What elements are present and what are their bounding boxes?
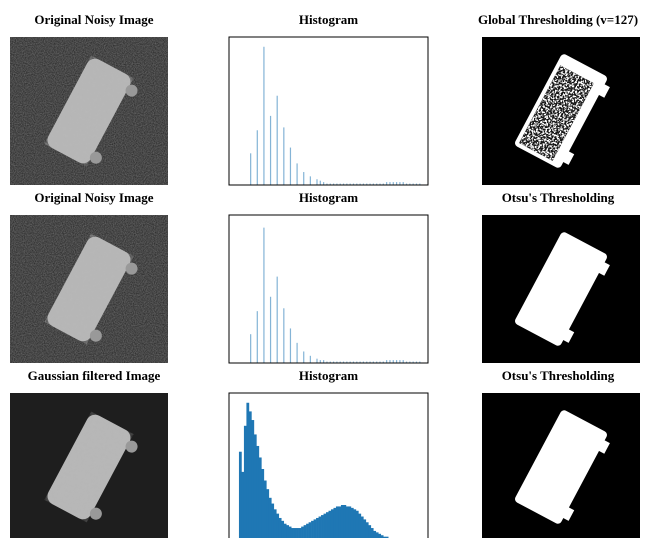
panel-row: Gaussian filtered Image Otsu's Thresholdi… [10,368,640,538]
histogram-bar [254,434,257,538]
histogram-bar [251,420,254,538]
histogram-bar [371,528,374,538]
histogram-bar [310,356,311,363]
histogram-bar [250,334,251,363]
histogram-bar [320,181,321,185]
image-title: Original Noisy Image [34,12,153,27]
histogram-bar [338,506,341,538]
result-title: Otsu's Thresholding [502,190,615,205]
histogram-bar [331,509,334,538]
histogram-bar [373,531,376,538]
histogram-bar [290,328,291,363]
histogram-bar [250,153,251,185]
histogram-bar [343,505,346,538]
histogram-bar [319,517,322,538]
histogram-bar [353,509,356,538]
histogram-bar [303,351,304,363]
histogram-bar [259,457,262,538]
histogram-bar [296,163,297,185]
histogram-frame [229,215,428,363]
histogram-bar [239,452,242,538]
histogram-bar [283,308,284,363]
histogram-bar [361,517,364,538]
histogram-bar [266,489,269,538]
histogram-bar [358,514,361,538]
histogram-bar [316,359,317,363]
histogram-bar [304,525,307,538]
histogram-bar [321,515,324,538]
histogram-bar [378,534,381,538]
panel-row: Original Noisy Image Global Thresholding … [10,12,640,185]
histogram-bar [329,511,332,538]
histogram-bar [333,508,336,538]
image-title: Original Noisy Image [34,190,153,205]
histogram-bar [290,148,291,185]
histogram-bar [306,524,309,538]
histogram-bar [309,522,312,538]
histogram-bar [277,96,278,185]
histogram-bar [314,519,317,538]
histogram-bar [346,506,349,538]
result-title: Global Thresholding (v=127) [478,12,638,27]
histogram-bar [257,311,258,363]
histogram-bar [303,172,304,185]
histogram-bar [261,469,264,538]
histogram-bar [291,528,294,538]
histogram-title: Histogram [299,368,358,383]
histogram-bar [271,504,274,538]
histogram-bar [241,472,244,538]
histogram-bar [316,179,317,185]
histogram-bar [351,508,354,538]
figure: Original Noisy Image Global Thresholding … [0,0,659,538]
histogram-bar [257,130,258,185]
image-title: Gaussian filtered Image [28,368,161,383]
histogram-bar [310,176,311,185]
histogram-bar [263,228,264,363]
histogram-bar [296,343,297,363]
histogram-bar [363,519,366,538]
histogram-bar [270,116,271,185]
histogram-bar [289,527,292,538]
histogram-bar [274,509,277,538]
histogram-bar [256,446,259,538]
histogram-title: Histogram [299,12,358,27]
page: Original Noisy Image Global Thresholding … [0,0,659,538]
histogram-bar [284,524,287,538]
histogram-title: Histogram [299,190,358,205]
histogram-bar [246,403,249,538]
histogram-bar [368,525,371,538]
histogram-bar [294,528,297,538]
histogram-bar [277,277,278,363]
histogram-bar [270,297,271,363]
histogram-bar [283,127,284,185]
histogram-bar [279,518,282,538]
histogram-bar [324,514,327,538]
histogram-bar [326,512,329,538]
histogram-bar [341,505,344,538]
histogram-bar [286,525,289,538]
result-title: Otsu's Thresholding [502,368,615,383]
histogram-bar [264,481,267,538]
histogram-bar [301,527,304,538]
panel-row: Original Noisy Image Otsu's Thresholding H… [10,190,640,363]
histogram-bar [296,528,299,538]
histogram-bar [299,528,302,538]
histogram-bar [348,506,351,538]
histogram-bar [281,521,284,538]
histogram-bar [276,514,279,538]
histogram-bar [263,47,264,185]
histogram-bar [244,426,247,538]
histogram-frame [229,37,428,185]
histogram-bar [336,506,339,538]
histogram-bar [269,498,272,538]
histogram-bar [249,411,252,538]
histogram-bar [366,522,369,538]
histogram-bar [316,518,319,538]
histogram-bar [311,521,314,538]
histogram-bar [376,532,379,538]
histogram-bar [356,511,359,538]
